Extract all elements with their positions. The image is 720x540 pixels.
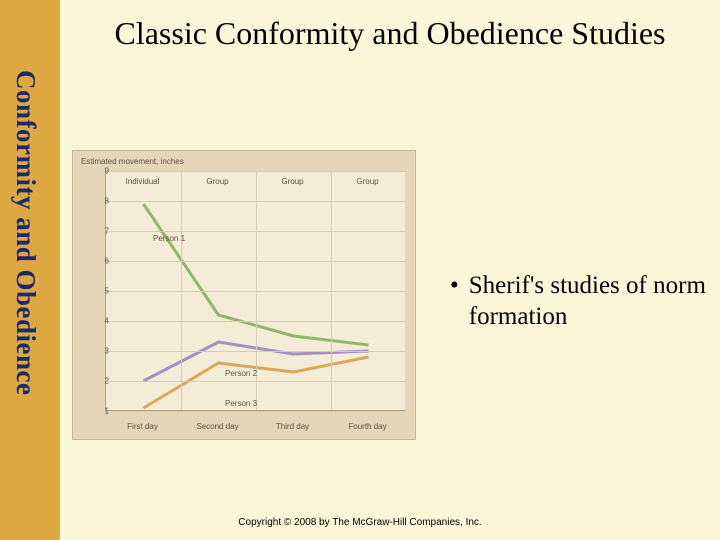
ytick-label: 9: [89, 167, 109, 176]
series-label: Person 1: [153, 234, 185, 243]
series-label: Person 2: [225, 369, 257, 378]
ytick-label: 5: [89, 287, 109, 296]
sidebar: Conformity and Obedience: [0, 0, 60, 540]
copyright: Copyright © 2008 by The McGraw-Hill Comp…: [0, 517, 720, 528]
ytick-label: 4: [89, 317, 109, 326]
xtick-label: Second day: [196, 422, 238, 431]
gridline-v: [181, 171, 182, 410]
ytick-label: 2: [89, 377, 109, 386]
ytick-label: 7: [89, 227, 109, 236]
main-content: Classic Conformity and Obedience Studies…: [60, 0, 720, 540]
bullet-marker: •: [450, 270, 459, 333]
bullet-list: • Sherif's studies of norm formation: [450, 270, 720, 333]
slide-title: Classic Conformity and Obedience Studies: [60, 14, 720, 52]
chart-ylabel: Estimated movement, inches: [81, 157, 184, 166]
sidebar-label: Conformity and Obedience: [10, 70, 41, 396]
chart-container: Estimated movement, inches 1 2 3 4 5 6 7 8 9 Firs…: [72, 150, 416, 440]
column-header: Group: [206, 177, 228, 186]
column-header: Group: [281, 177, 303, 186]
xtick-label: Fourth day: [348, 422, 386, 431]
column-header: Group: [356, 177, 378, 186]
xtick-label: Third day: [276, 422, 309, 431]
column-header: Individual: [126, 177, 160, 186]
gridline-h: [106, 411, 405, 412]
xtick-label: First day: [127, 422, 158, 431]
ytick-label: 3: [89, 347, 109, 356]
ytick-label: 6: [89, 257, 109, 266]
ytick-label: 8: [89, 197, 109, 206]
bullet-text: Sherif's studies of norm formation: [469, 270, 720, 333]
series-label: Person 3: [225, 399, 257, 408]
ytick-label: 1: [89, 407, 109, 416]
gridline-v: [331, 171, 332, 410]
bullet-item: • Sherif's studies of norm formation: [450, 270, 720, 333]
